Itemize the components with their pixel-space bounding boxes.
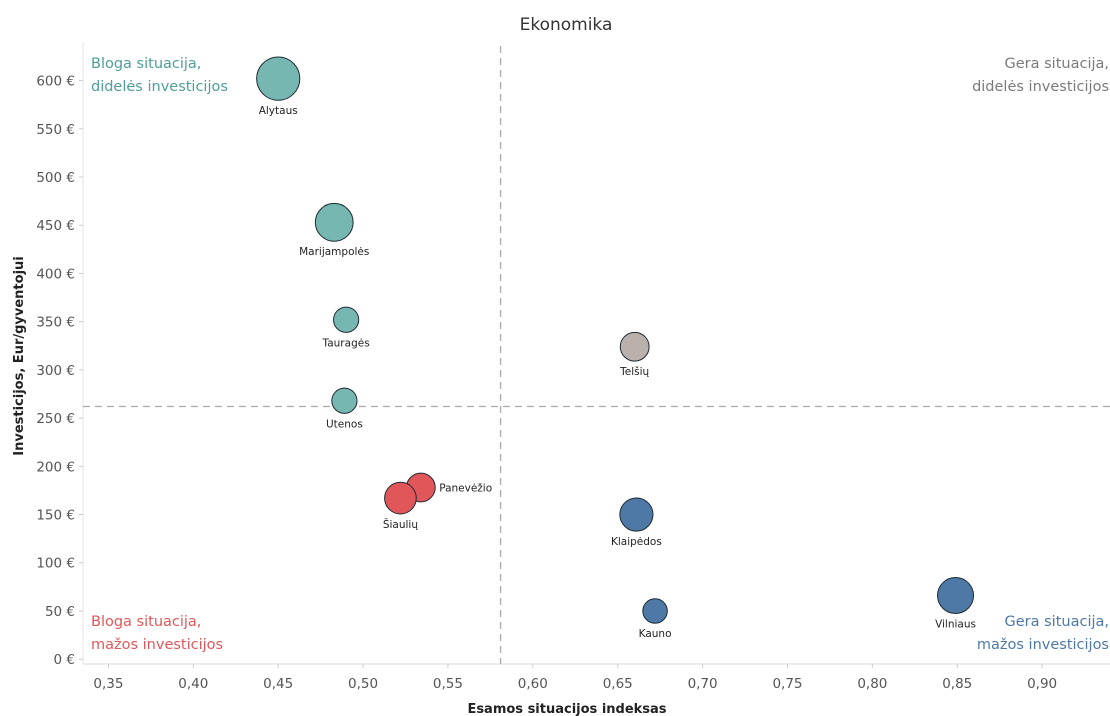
point-klaipedos (619, 497, 654, 532)
quadrant-bottom-right-line1: Gera situacija, (1005, 614, 1109, 630)
y-tick-label: 450 € (36, 218, 75, 234)
y-axis-ticks: 0 € 50 € 100 € 150 € 200 € 250 € 300 € 350 € 400… (36, 74, 83, 668)
point-siauliu (384, 481, 417, 515)
x-tick-label: 0,55 (433, 676, 463, 692)
x-axis-ticks: 0,35 0,40 0,45 0,50 0,55 0,60 0,65 0,70 0,75 0,80… (93, 664, 1057, 692)
point-label-panevezio: Panevėžio (439, 483, 492, 495)
point-kauno (642, 598, 668, 624)
x-tick-label: 0,85 (942, 676, 972, 692)
y-tick-label: 550 € (36, 122, 75, 138)
y-tick-label: 400 € (36, 266, 75, 282)
point-label-klaipedos: Klaipėdos (611, 536, 662, 548)
quadrant-top-right-line2: didelės investicijos (972, 79, 1109, 95)
y-tick-label: 350 € (36, 315, 75, 331)
quadrant-label-top-left: Bloga situacija, didelės investicijos (91, 56, 228, 95)
y-tick-label: 500 € (36, 170, 75, 186)
quadrant-top-left-line2: didelės investicijos (91, 79, 228, 95)
quadrant-bottom-left-line1: Bloga situacija, (91, 614, 201, 630)
x-tick-label: 0,60 (518, 676, 548, 692)
x-axis-title: Esamos situacijos indeksas (467, 702, 666, 716)
quadrant-top-left-line1: Bloga situacija, (91, 56, 201, 72)
quadrant-label-bottom-left: Bloga situacija, mažos investicijos (91, 614, 223, 653)
y-tick-label: 200 € (36, 459, 75, 475)
x-tick-label: 0,90 (1027, 676, 1057, 692)
x-tick-label: 0,75 (772, 676, 802, 692)
point-telsiu (619, 331, 650, 362)
y-tick-label: 300 € (36, 363, 75, 379)
x-tick-label: 0,45 (263, 676, 293, 692)
point-vilniaus (937, 577, 975, 615)
quadrant-bottom-left-line2: mažos investicijos (91, 637, 223, 653)
point-label-vilniaus: Vilniaus (935, 619, 976, 631)
quadrant-label-top-right: Gera situacija, didelės investicijos (972, 56, 1109, 95)
point-taurages (333, 306, 360, 333)
point-label-taurages: Tauragės (322, 337, 370, 349)
y-axis-title: Investicijos, Eur/gyventojui (12, 256, 27, 455)
point-label-utenos: Utenos (326, 418, 363, 430)
y-tick-label: 100 € (36, 556, 75, 572)
y-tick-label: 250 € (36, 411, 75, 427)
point-label-siauliu: Šiaulių (383, 518, 419, 531)
x-tick-label: 0,65 (603, 676, 633, 692)
point-label-telsiu: Telšių (619, 366, 649, 378)
x-tick-label: 0,70 (688, 676, 718, 692)
y-tick-label: 0 € (54, 652, 75, 668)
y-tick-label: 50 € (45, 604, 75, 620)
data-points: Alytaus Marijampolės Tauragės Utenos Panevėž… (256, 56, 976, 640)
point-alytaus (256, 56, 301, 101)
point-utenos (331, 387, 358, 414)
quadrant-bottom-right-line2: mažos investicijos (977, 637, 1109, 653)
point-label-kauno: Kauno (639, 628, 672, 640)
point-label-alytaus: Alytaus (259, 105, 298, 117)
x-tick-label: 0,40 (178, 676, 208, 692)
x-tick-label: 0,80 (857, 676, 887, 692)
chart-title: Ekonomika (520, 15, 613, 35)
point-marijampoles (314, 202, 354, 242)
quadrant-label-bottom-right: Gera situacija, mažos investicijos (977, 614, 1109, 653)
y-tick-label: 600 € (36, 74, 75, 90)
point-label-marijampoles: Marijampolės (299, 246, 369, 258)
quadrant-top-right-line1: Gera situacija, (1005, 56, 1109, 72)
x-tick-label: 0,50 (348, 676, 378, 692)
x-tick-label: 0,35 (93, 676, 123, 692)
y-tick-label: 150 € (36, 508, 75, 524)
